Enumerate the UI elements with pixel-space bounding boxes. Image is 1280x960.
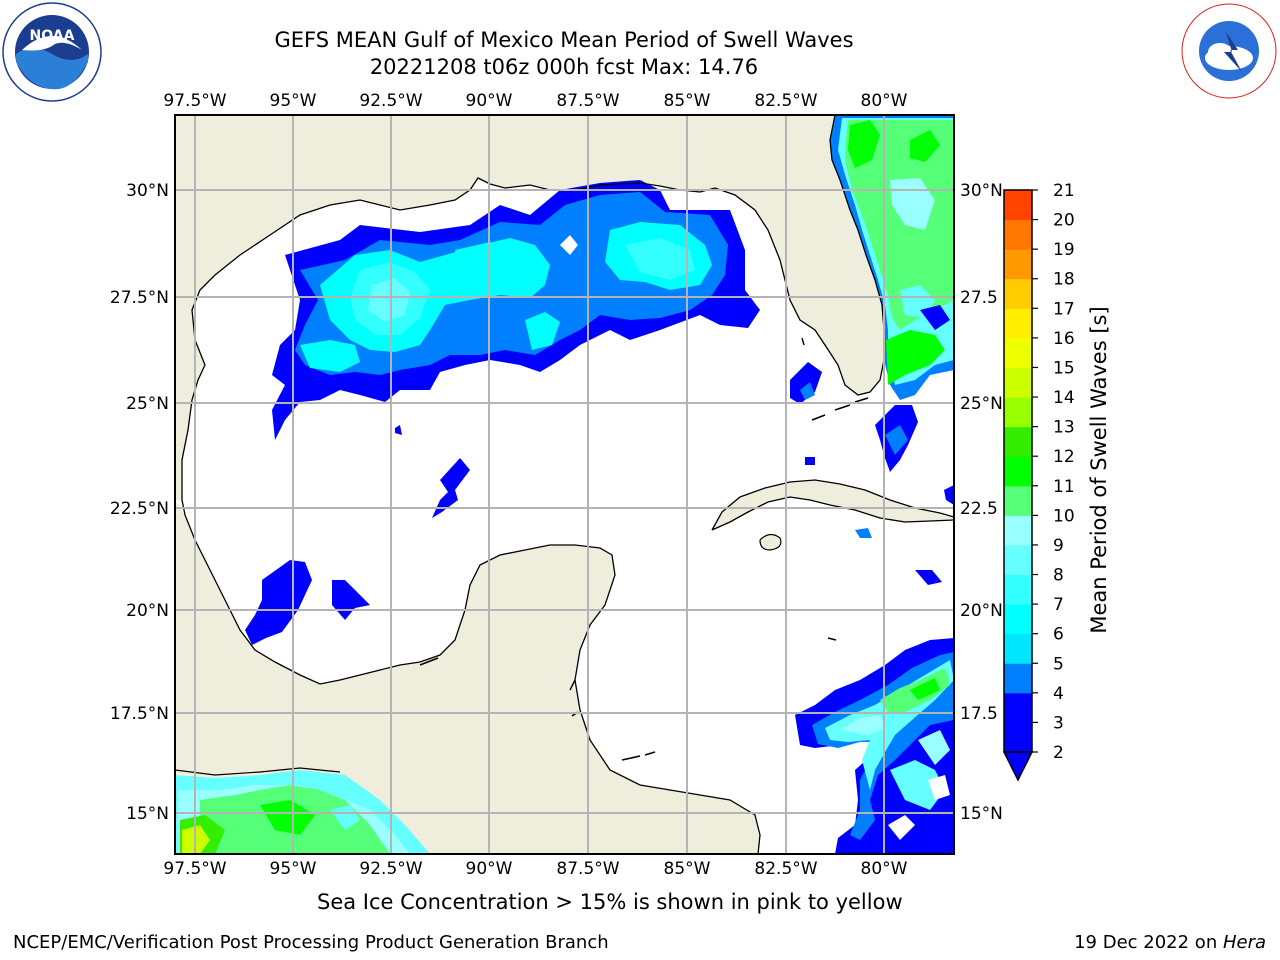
lon-tick-top: 90°W [466, 91, 513, 111]
colorbar-segment [1004, 604, 1032, 635]
colorbar-tick-label: 10 [1053, 506, 1075, 526]
lat-tick-left: 22.5°N [110, 499, 169, 519]
colorbar-segment [1004, 308, 1032, 339]
nws-logo [1180, 2, 1278, 100]
lon-tick-top: 80°W [861, 91, 908, 111]
colorbar-segment [1004, 544, 1032, 576]
lat-tick-left: 27.5°N [110, 288, 169, 308]
footer-host: Hera [1222, 932, 1266, 953]
lat-tick-left: 30°N [126, 181, 169, 201]
footer-date-text: 19 Dec 2022 on [1074, 932, 1223, 953]
colorbar-segment [1004, 426, 1032, 457]
sea-ice-caption: Sea Ice Concentration > 15% is shown in … [317, 890, 903, 914]
colorbar-segment [1004, 663, 1032, 694]
lon-tick-top: 97.5°W [163, 91, 226, 111]
colorbar-segment [1004, 249, 1032, 280]
colorbar: 21 20 19 18 17 16 15 14 13 12 11 10 9 8 7 6 5 4 3 2 [1002, 181, 1075, 782]
map-gridlines [175, 115, 954, 854]
lon-tick-bottom: 97.5°W [163, 859, 226, 879]
lat-tick-right: 30°N [960, 181, 1003, 201]
colorbar-segment [1004, 278, 1032, 309]
lat-tick-right: 15°N [960, 804, 1003, 824]
noaa-logo: NOAA [2, 2, 102, 102]
colorbar-segment [1004, 337, 1032, 368]
colorbar-tick-label: 20 [1053, 211, 1075, 231]
colorbar-segment [1004, 633, 1032, 664]
lat-tick-right: 27.5 [960, 288, 998, 308]
colorbar-tick-label: 16 [1053, 329, 1075, 349]
footer-date: 19 Dec 2022 on Hera [1074, 932, 1266, 953]
lat-tick-left: 17.5°N [110, 704, 169, 724]
lat-tick-left: 20°N [126, 601, 169, 621]
colorbar-tick-label: 3 [1053, 713, 1064, 733]
map-subtitle: 20221208 t06z 000h fcst Max: 14.76 [369, 55, 759, 79]
colorbar-tick-label: 17 [1053, 299, 1075, 319]
colorbar-label: Mean Period of Swell Waves [s] [1087, 306, 1111, 633]
lon-tick-top: 92.5°W [359, 91, 422, 111]
lon-tick-bottom: 87.5°W [556, 859, 619, 879]
colorbar-segment [1004, 219, 1032, 250]
svg-text:NOAA: NOAA [30, 28, 75, 44]
colorbar-tick-label: 2 [1053, 743, 1064, 763]
colorbar-tick-label: 6 [1053, 625, 1064, 645]
lon-tick-top: 82.5°W [754, 91, 817, 111]
colorbar-segment [1004, 692, 1032, 753]
colorbar-segment [1004, 574, 1032, 605]
colorbar-tick-label: 19 [1053, 240, 1075, 260]
colorbar-segment [1004, 515, 1032, 546]
lon-tick-top: 95°W [270, 91, 317, 111]
lon-tick-bottom: 80°W [861, 859, 908, 879]
lat-tick-left: 15°N [126, 804, 169, 824]
map-title: GEFS MEAN Gulf of Mexico Mean Period of … [274, 28, 854, 52]
lon-tick-bottom: 95°W [270, 859, 317, 879]
lon-tick-top: 87.5°W [556, 91, 619, 111]
colorbar-tick-label: 18 [1053, 270, 1075, 290]
colorbar-tick-label: 21 [1053, 181, 1075, 201]
colorbar-tick-label: 15 [1053, 358, 1075, 378]
lat-tick-right: 17.5 [960, 704, 998, 724]
map-plot-area [175, 115, 954, 854]
colorbar-tick-label: 5 [1053, 654, 1064, 674]
colorbar-tick-label: 7 [1053, 595, 1064, 615]
lat-tick-left: 25°N [126, 394, 169, 414]
lat-tick-right: 25°N [960, 394, 1003, 414]
colorbar-tick-label: 12 [1053, 447, 1075, 467]
map-frame [174, 114, 955, 855]
colorbar-tick-label: 9 [1053, 536, 1064, 556]
footer-credit: NCEP/EMC/Verification Post Processing Pr… [13, 932, 609, 953]
lon-tick-bottom: 82.5°W [754, 859, 817, 879]
land-mexico-central-america [175, 500, 760, 854]
colorbar-segment [1004, 485, 1032, 516]
colorbar-segment [1004, 367, 1032, 398]
land-isla-juventud [760, 534, 781, 550]
lat-tick-right: 22.5 [960, 499, 998, 519]
lon-tick-bottom: 85°W [664, 859, 711, 879]
colorbar-tick-label: 13 [1053, 418, 1075, 438]
lat-tick-right: 20°N [960, 601, 1003, 621]
colorbar-frame [1003, 189, 1033, 753]
colorbar-segment [1004, 190, 1032, 221]
colorbar-extend-arrow [1002, 751, 1034, 782]
land-north-america [175, 115, 884, 500]
colorbar-segment [1004, 456, 1032, 487]
colorbar-segment [1004, 397, 1032, 428]
colorbar-tick-label: 14 [1053, 388, 1075, 408]
colorbar-tick-label: 8 [1053, 566, 1064, 586]
lon-tick-bottom: 92.5°W [359, 859, 422, 879]
colorbar-tick-label: 11 [1053, 477, 1075, 497]
colorbar-tick-label: 4 [1053, 684, 1064, 704]
lon-tick-bottom: 90°W [466, 859, 513, 879]
lon-tick-top: 85°W [664, 91, 711, 111]
